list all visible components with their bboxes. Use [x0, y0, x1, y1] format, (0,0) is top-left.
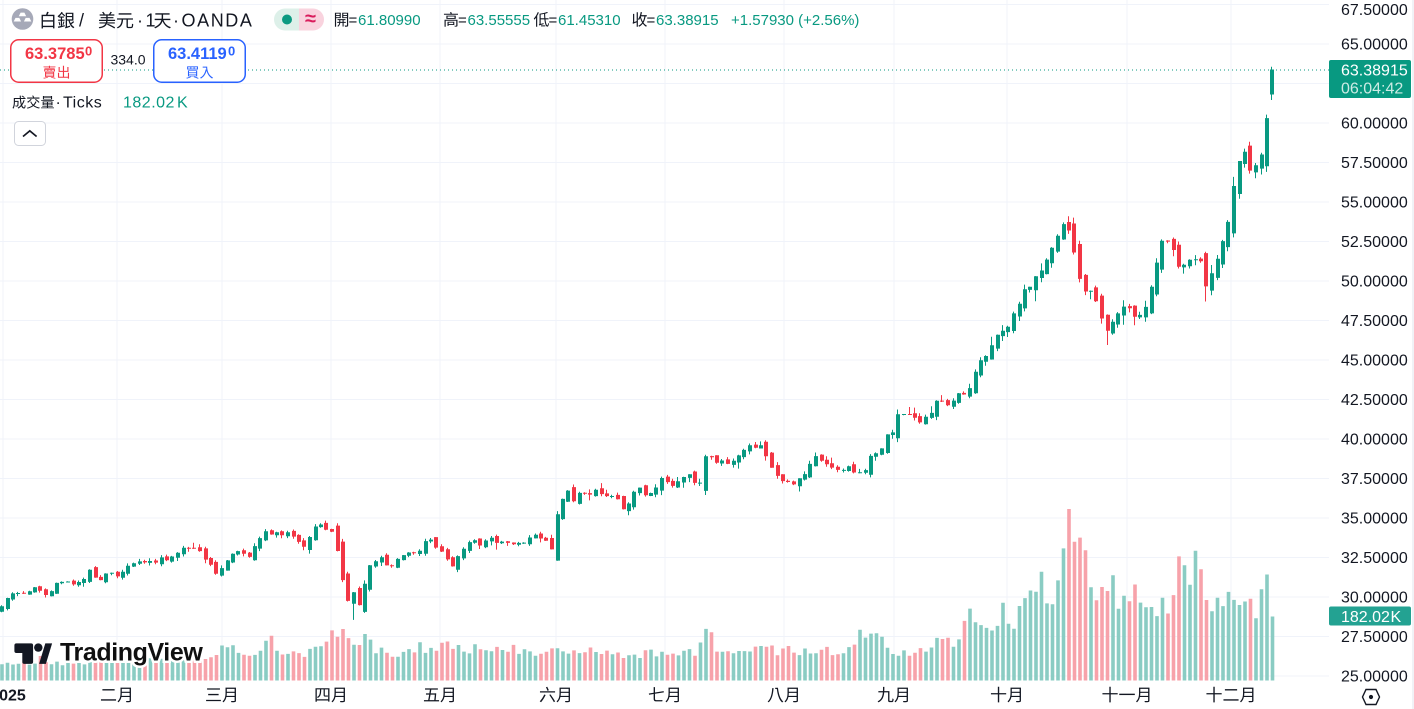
svg-text:63.38915: 63.38915 [656, 12, 719, 29]
svg-text:OANDA: OANDA [182, 11, 254, 31]
svg-text:32.50000: 32.50000 [1341, 550, 1408, 567]
svg-text:1: 1 [146, 11, 156, 31]
svg-text:63.38915: 63.38915 [1341, 63, 1408, 80]
svg-text:30.00000: 30.00000 [1341, 590, 1408, 607]
svg-text:·: · [137, 11, 143, 31]
svg-text:63.3785: 63.3785 [25, 45, 85, 63]
svg-text:63.4119: 63.4119 [168, 45, 227, 63]
svg-text:67.50000: 67.50000 [1341, 2, 1408, 19]
svg-text:·: · [56, 95, 62, 112]
svg-text:182.02: 182.02 [123, 95, 175, 112]
svg-text:45.00000: 45.00000 [1341, 353, 1408, 370]
svg-text:47.50000: 47.50000 [1341, 313, 1408, 330]
svg-text:K: K [1391, 609, 1402, 626]
svg-text:61.80990: 61.80990 [358, 12, 421, 29]
svg-text:63.55555: 63.55555 [468, 12, 531, 29]
svg-text:TradingView: TradingView [60, 639, 203, 667]
svg-text:27.50000: 27.50000 [1341, 629, 1408, 646]
svg-text:=: = [549, 12, 558, 29]
svg-text:2025: 2025 [0, 688, 26, 705]
svg-text:60.00000: 60.00000 [1341, 116, 1408, 133]
svg-text:40.00000: 40.00000 [1341, 432, 1408, 449]
svg-text:/: / [79, 11, 84, 31]
svg-text:=: = [349, 12, 358, 29]
svg-text:Ticks: Ticks [63, 95, 102, 112]
svg-text:25.00000: 25.00000 [1341, 669, 1408, 686]
svg-text:·: · [173, 11, 179, 31]
svg-text:K: K [177, 95, 188, 112]
svg-text:≈: ≈ [305, 8, 316, 30]
svg-text:=: = [647, 12, 656, 29]
svg-text:=: = [458, 12, 467, 29]
svg-text:06:04:42: 06:04:42 [1341, 81, 1403, 98]
svg-text:+1.57930 (+2.56%): +1.57930 (+2.56%) [731, 12, 859, 29]
svg-text:42.50000: 42.50000 [1341, 392, 1408, 409]
svg-text:50.00000: 50.00000 [1341, 274, 1408, 291]
svg-text:0: 0 [228, 44, 235, 59]
svg-text:0: 0 [85, 44, 92, 59]
svg-text:55.00000: 55.00000 [1341, 195, 1408, 212]
svg-text:334.0: 334.0 [110, 52, 145, 68]
svg-text:52.50000: 52.50000 [1341, 234, 1408, 251]
svg-text:35.00000: 35.00000 [1341, 511, 1408, 528]
svg-text:61.45310: 61.45310 [558, 12, 621, 29]
svg-text:65.00000: 65.00000 [1341, 37, 1408, 54]
svg-text:37.50000: 37.50000 [1341, 471, 1408, 488]
svg-text:182.02: 182.02 [1341, 609, 1390, 626]
svg-text:57.50000: 57.50000 [1341, 155, 1408, 172]
